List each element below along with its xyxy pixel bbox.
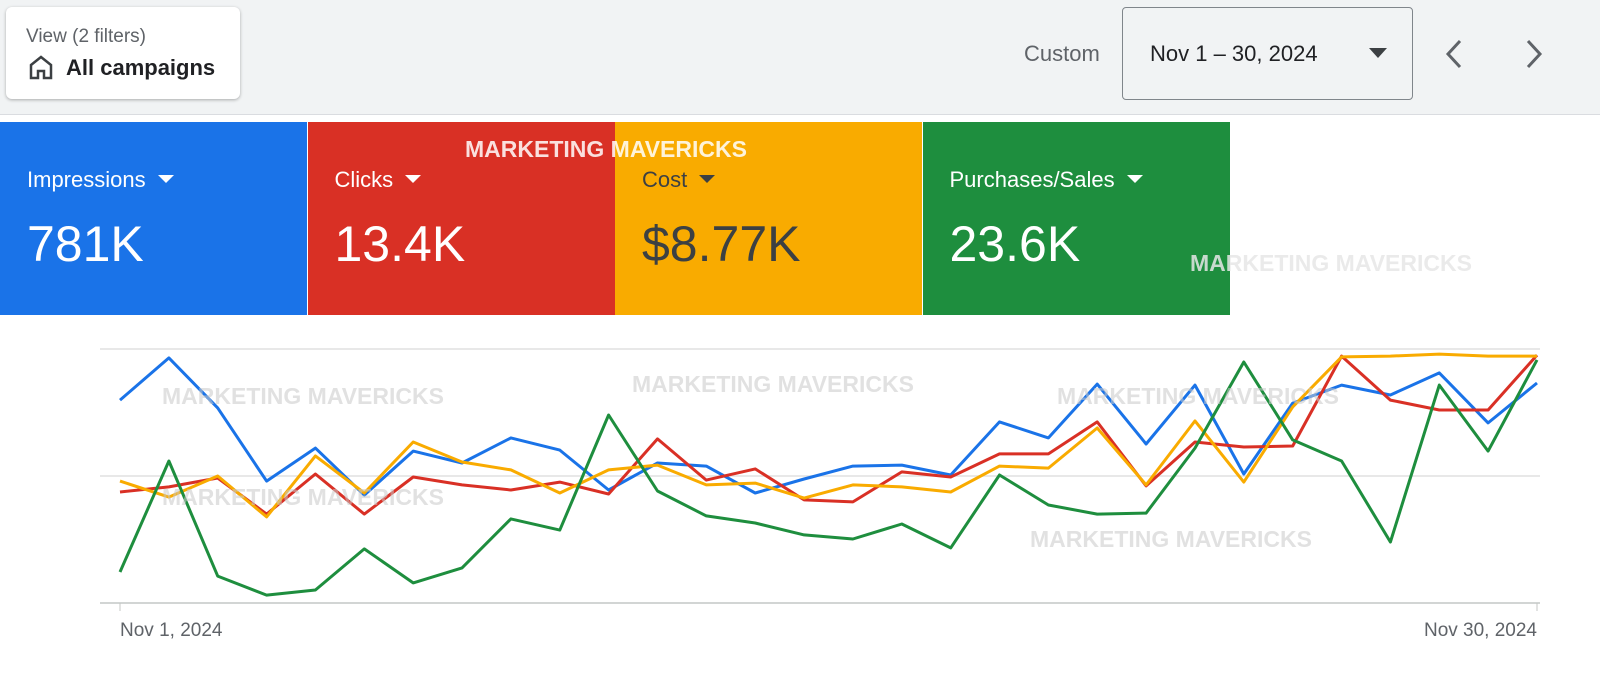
date-picker[interactable]: Nov 1 – 30, 2024	[1122, 7, 1413, 100]
x-tick-label: Nov 1, 2024	[120, 620, 223, 641]
metric-card[interactable]: Clicks 13.4K	[307, 122, 615, 315]
date-range: Nov 1 – 30, 2024	[1150, 41, 1318, 66]
metric-card[interactable]: Purchases/Sales 23.6K	[922, 122, 1230, 315]
metric-card[interactable]: Cost $8.77K	[615, 122, 922, 315]
metric-name: Impressions	[27, 167, 146, 192]
metric-name: Cost	[642, 167, 688, 192]
dropdown-arrow	[1126, 175, 1143, 183]
dropdown-arrow	[157, 175, 174, 183]
watermark: MARKETING MAVERICKS	[162, 484, 444, 510]
watermark: MARKETING MAVERICKS	[1057, 383, 1339, 409]
dropdown-arrow	[699, 175, 716, 183]
prev-button[interactable]	[1440, 38, 1470, 70]
x-tick-label: Nov 30, 2024	[1424, 620, 1537, 641]
series-line	[118, 359, 1539, 597]
dropdown-arrow	[405, 175, 422, 183]
range-label: Custom	[1024, 41, 1100, 66]
watermark: MARKETING MAVERICKS	[632, 371, 914, 397]
view-value: All campaigns	[66, 55, 216, 80]
watermark: MARKETING MAVERICKS	[1190, 250, 1472, 276]
metric-name: Purchases/Sales	[949, 167, 1115, 192]
watermark: MARKETING MAVERICKS	[162, 383, 444, 409]
home-icon	[29, 55, 53, 80]
toolbar: View (2 filters) All campaigns Custom No…	[0, 0, 1600, 115]
series-line	[119, 354, 1539, 516]
dropdown-arrow	[1369, 48, 1387, 58]
watermark: MARKETING MAVERICKS	[465, 136, 747, 162]
metric-card[interactable]: Impressions 781K	[0, 122, 307, 315]
next-button[interactable]	[1520, 38, 1550, 70]
metric-value: $8.77K	[642, 216, 801, 272]
metric-value: 23.6K	[949, 216, 1081, 272]
metric-name: Clicks	[334, 167, 394, 192]
series-line	[119, 352, 1537, 519]
view-selector[interactable]: View (2 filters) All campaigns	[6, 7, 240, 99]
watermark: MARKETING MAVERICKS	[1030, 526, 1312, 552]
metric-value: 781K	[27, 216, 144, 272]
view-label: View (2 filters)	[26, 26, 147, 47]
metric-value: 13.4K	[334, 216, 466, 272]
